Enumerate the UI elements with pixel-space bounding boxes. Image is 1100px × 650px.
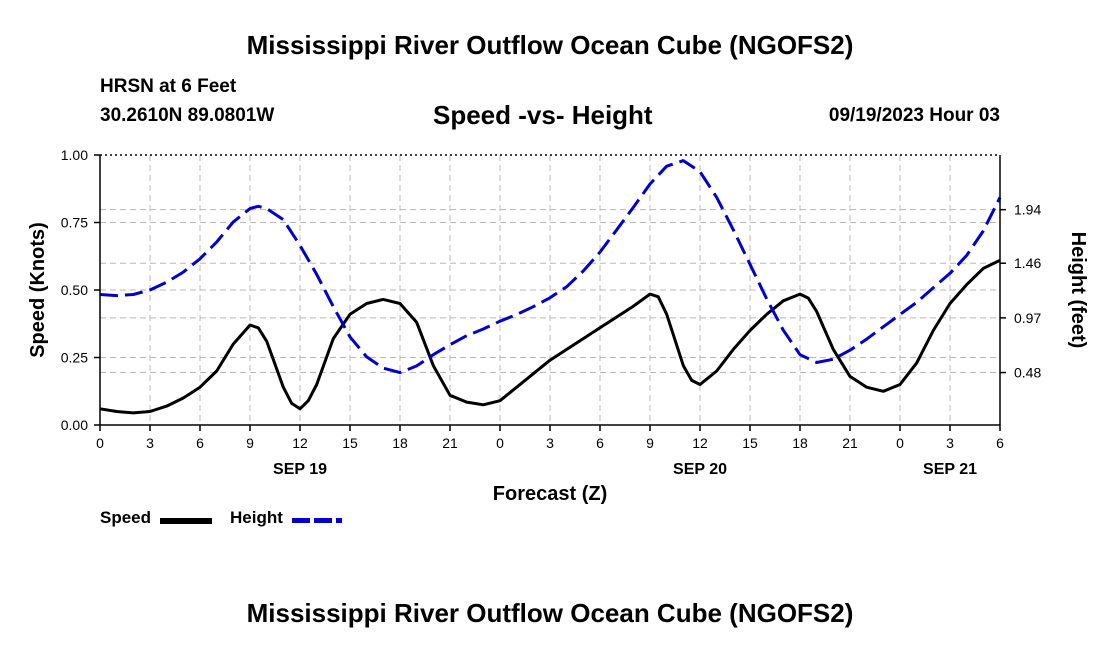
y-right-tick-label: 1.46 — [1014, 255, 1041, 271]
chart-frame — [94, 154, 1006, 431]
y-right-tick-label: 1.94 — [1014, 202, 1041, 218]
x-day-label: SEP 19 — [273, 461, 327, 478]
y-right-axis-title: Height (feet) — [1067, 232, 1089, 349]
legend-height-label: Height — [230, 508, 283, 527]
x-tick-label: 6 — [996, 435, 1004, 451]
y-left-tick-label: 0.50 — [61, 282, 88, 298]
y-left-tick-label: 1.00 — [61, 147, 88, 163]
x-tick-label: 12 — [292, 435, 308, 451]
y-left-tick-label: 0.25 — [61, 350, 88, 366]
x-tick-label: 6 — [196, 435, 204, 451]
x-tick-label: 15 — [342, 435, 358, 451]
x-tick-label: 9 — [646, 435, 654, 451]
y-left-tick-label: 0.00 — [61, 417, 88, 433]
chart-title: Mississippi River Outflow Ocean Cube (NG… — [246, 30, 854, 60]
chart-title-bottom: Mississippi River Outflow Ocean Cube (NG… — [246, 598, 854, 628]
chart-labels: 0 3 6 9 12 15 18 21 0 3 6 9 12 15 18 21 0 3 6 SEP 19 SEP 20 S… — [27, 147, 1089, 505]
x-tick-label: 21 — [842, 435, 858, 451]
coordinates-label: 30.2610N 89.0801W — [100, 105, 275, 126]
x-tick-label: 9 — [246, 435, 254, 451]
y-right-tick-label: 0.97 — [1014, 310, 1041, 326]
x-tick-label: 15 — [742, 435, 758, 451]
x-tick-label: 6 — [596, 435, 604, 451]
x-day-label: SEP 20 — [673, 461, 727, 478]
x-tick-label: 18 — [792, 435, 808, 451]
chart-subtitle: Speed -vs- Height — [433, 100, 653, 130]
x-tick-label: 21 — [442, 435, 458, 451]
x-axis-title: Forecast (Z) — [493, 483, 607, 505]
x-day-label: SEP 21 — [923, 461, 977, 478]
x-tick-label: 0 — [496, 435, 504, 451]
station-label: HRSN at 6 Feet — [100, 76, 237, 97]
x-tick-label: 0 — [96, 435, 104, 451]
chart-series — [99, 159, 1002, 415]
chart-grid — [100, 155, 1000, 425]
x-tick-label: 12 — [692, 435, 708, 451]
x-tick-label: 3 — [146, 435, 154, 451]
legend-speed-swatch — [160, 518, 212, 524]
x-tick-label: 18 — [392, 435, 408, 451]
height-series-line — [99, 159, 1002, 375]
legend-speed-label: Speed — [100, 508, 152, 527]
legend-height-swatch — [292, 518, 342, 523]
y-left-tick-label: 0.75 — [61, 215, 88, 231]
x-tick-label: 3 — [946, 435, 954, 451]
speed-series-line — [99, 258, 1001, 415]
y-left-axis-title: Speed (Knots) — [27, 222, 49, 358]
forecast-datetime: 09/19/2023 Hour 03 — [828, 105, 1000, 126]
x-tick-label: 3 — [546, 435, 554, 451]
x-tick-label: 0 — [896, 435, 904, 451]
y-right-tick-label: 0.48 — [1014, 365, 1041, 381]
